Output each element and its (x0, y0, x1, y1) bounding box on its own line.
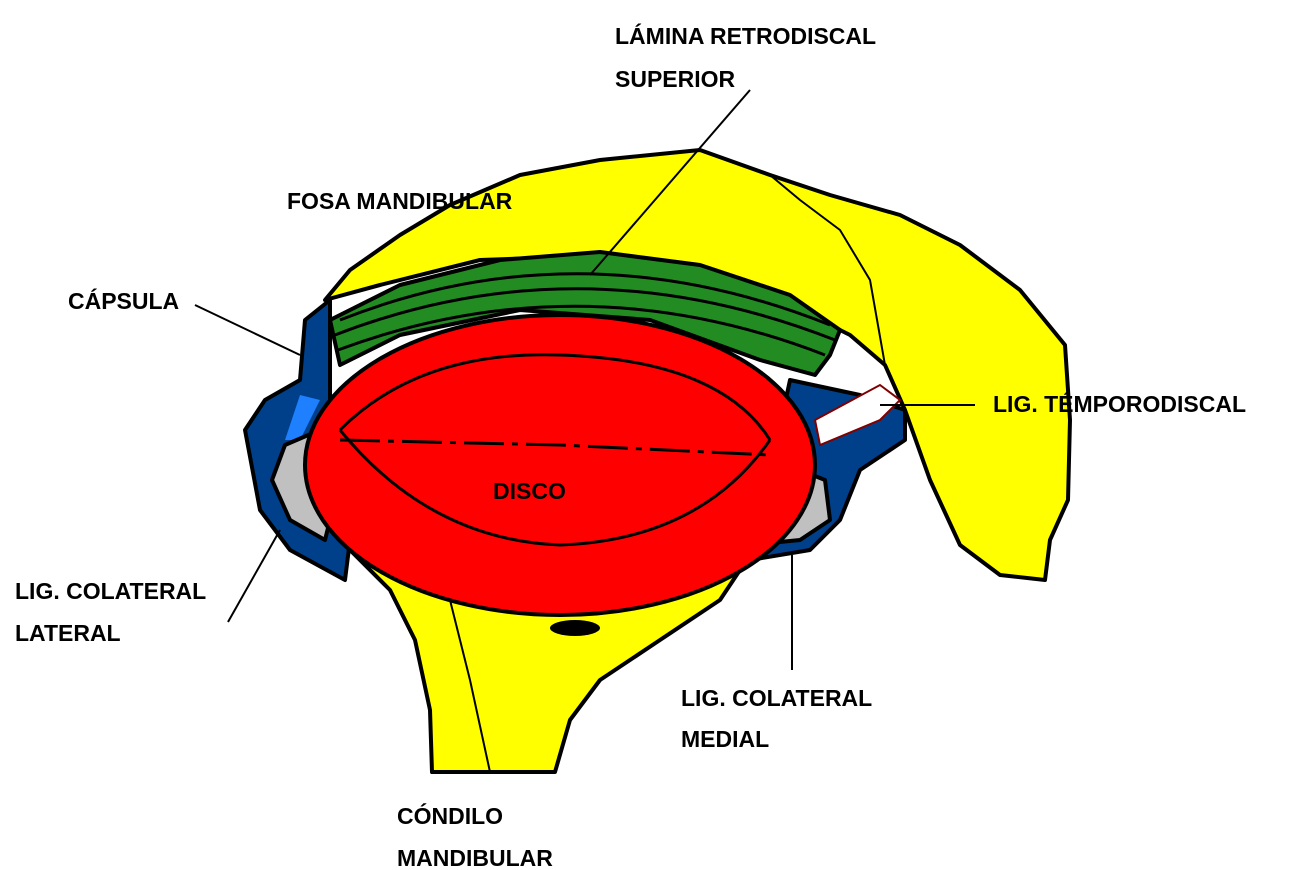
diagram: LÁMINA RETRODISCAL SUPERIOR FOSA MANDIBU… (0, 0, 1304, 870)
label: MEDIAL (681, 726, 769, 752)
label: MANDIBULAR (397, 845, 553, 870)
condyle-mark (550, 620, 600, 636)
label: LIG. COLATERAL (681, 685, 872, 711)
label: SUPERIOR (615, 66, 736, 92)
label: CÁPSULA (68, 287, 179, 314)
label: LATERAL (15, 620, 121, 646)
label: DISCO (493, 478, 566, 504)
disc (305, 315, 815, 615)
leader-line (195, 305, 300, 355)
leader-line (228, 530, 280, 622)
label: FOSA MANDIBULAR (287, 188, 513, 214)
label: LIG. COLATERAL (15, 578, 206, 604)
label: LIG. TÉMPORODISCAL (993, 390, 1246, 417)
label: CÓNDILO (397, 802, 503, 829)
label: LÁMINA RETRODISCAL (615, 22, 876, 49)
